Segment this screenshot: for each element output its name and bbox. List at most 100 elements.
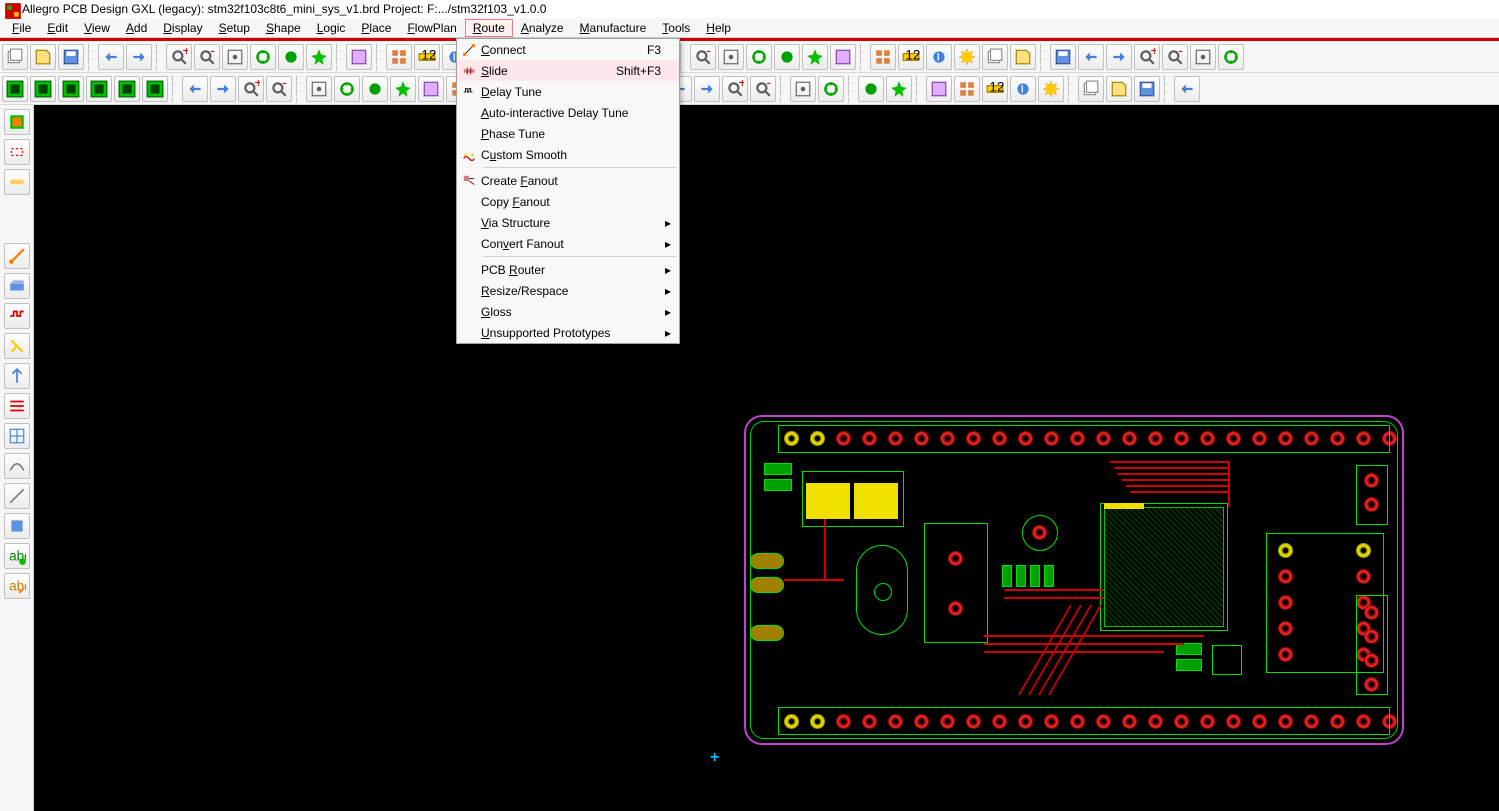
tb2-shape-2[interactable]: [58, 76, 84, 102]
left-tool-top-0[interactable]: [4, 109, 30, 135]
tb2-btn-4[interactable]: [306, 76, 332, 102]
tb1-btn-29[interactable]: 123: [898, 44, 924, 70]
left-tool-0[interactable]: [4, 243, 30, 269]
menu-item-gloss[interactable]: Gloss▸: [457, 301, 679, 322]
tb1-btn-22[interactable]: -: [690, 44, 716, 70]
tb1-btn-0[interactable]: [2, 44, 28, 70]
tb2-btn-1[interactable]: [210, 76, 236, 102]
tb1-btn-31[interactable]: [954, 44, 980, 70]
menu-edit[interactable]: Edit: [39, 19, 76, 37]
tb2-btn-20[interactable]: [790, 76, 816, 102]
menu-item-via-structure[interactable]: Via Structure▸: [457, 212, 679, 233]
tb2-btn-31[interactable]: [1134, 76, 1160, 102]
tb2-btn-28[interactable]: [1038, 76, 1064, 102]
menu-shape[interactable]: Shape: [258, 19, 309, 37]
left-tool-top-1[interactable]: [4, 139, 30, 165]
tb1-btn-24[interactable]: [746, 44, 772, 70]
tb1-btn-37[interactable]: +: [1134, 44, 1160, 70]
tb1-btn-32[interactable]: [982, 44, 1008, 70]
menu-flowplan[interactable]: FlowPlan: [399, 19, 464, 37]
left-tool-3[interactable]: [4, 333, 30, 359]
left-tool-10[interactable]: abc: [4, 543, 30, 569]
tb1-btn-36[interactable]: [1106, 44, 1132, 70]
left-tool-1[interactable]: [4, 273, 30, 299]
menu-item-convert-fanout[interactable]: Convert Fanout▸: [457, 233, 679, 254]
menu-item-delay-tune[interactable]: Delay Tune: [457, 81, 679, 102]
tb2-btn-7[interactable]: [390, 76, 416, 102]
menu-help[interactable]: Help: [698, 19, 739, 37]
left-tool-9[interactable]: [4, 513, 30, 539]
tb2-btn-3[interactable]: -: [266, 76, 292, 102]
menu-display[interactable]: Display: [155, 19, 210, 37]
left-tool-11[interactable]: abc: [4, 573, 30, 599]
tb1-btn-26[interactable]: [802, 44, 828, 70]
tb1-btn-12[interactable]: [386, 44, 412, 70]
tb2-btn-2[interactable]: +: [238, 76, 264, 102]
left-tool-8[interactable]: [4, 483, 30, 509]
tb2-btn-30[interactable]: [1106, 76, 1132, 102]
menu-item-pcb-router[interactable]: PCB Router▸: [457, 259, 679, 280]
tb1-btn-23[interactable]: [718, 44, 744, 70]
tb2-shape-3[interactable]: [86, 76, 112, 102]
tb2-btn-24[interactable]: [926, 76, 952, 102]
menu-item-resize-respace[interactable]: Resize/Respace▸: [457, 280, 679, 301]
tb1-btn-28[interactable]: [870, 44, 896, 70]
tb2-btn-0[interactable]: [182, 76, 208, 102]
menu-item-create-fanout[interactable]: Create Fanout: [457, 170, 679, 191]
menu-analyze[interactable]: Analyze: [513, 19, 572, 37]
tb2-btn-21[interactable]: [818, 76, 844, 102]
menu-file[interactable]: File: [4, 19, 39, 37]
tb1-btn-35[interactable]: [1078, 44, 1104, 70]
tb1-btn-25[interactable]: [774, 44, 800, 70]
menu-view[interactable]: View: [76, 19, 118, 37]
tb1-btn-34[interactable]: [1050, 44, 1076, 70]
tb1-btn-38[interactable]: -: [1162, 44, 1188, 70]
tb2-btn-22[interactable]: [858, 76, 884, 102]
tb1-btn-33[interactable]: [1010, 44, 1036, 70]
pcb-canvas[interactable]: +: [34, 105, 1499, 811]
tb2-btn-26[interactable]: 123: [982, 76, 1008, 102]
menu-logic[interactable]: Logic: [309, 19, 354, 37]
tb1-btn-2[interactable]: [58, 44, 84, 70]
tb2-btn-18[interactable]: +: [722, 76, 748, 102]
menu-route[interactable]: Route: [465, 19, 513, 37]
tb1-btn-11[interactable]: [346, 44, 372, 70]
tb2-btn-29[interactable]: [1078, 76, 1104, 102]
tb1-btn-4[interactable]: [126, 44, 152, 70]
menu-item-unsupported-prototypes[interactable]: Unsupported Prototypes▸: [457, 322, 679, 343]
tb2-btn-8[interactable]: [418, 76, 444, 102]
tb1-btn-10[interactable]: [306, 44, 332, 70]
tb1-btn-13[interactable]: 123: [414, 44, 440, 70]
left-tool-7[interactable]: [4, 453, 30, 479]
tb2-shape-5[interactable]: [142, 76, 168, 102]
tb2-btn-27[interactable]: i: [1010, 76, 1036, 102]
tb2-btn-19[interactable]: -: [750, 76, 776, 102]
left-tool-6[interactable]: [4, 423, 30, 449]
menu-tools[interactable]: Tools: [654, 19, 698, 37]
left-tool-2[interactable]: [4, 303, 30, 329]
tb2-btn-23[interactable]: [886, 76, 912, 102]
tb1-btn-39[interactable]: [1190, 44, 1216, 70]
left-tool-5[interactable]: [4, 393, 30, 419]
menu-item-connect[interactable]: ConnectF3: [457, 39, 679, 60]
left-tool-top-2[interactable]: [4, 169, 30, 195]
menu-setup[interactable]: Setup: [211, 19, 258, 37]
menu-manufacture[interactable]: Manufacture: [572, 19, 655, 37]
tb2-shape-1[interactable]: [30, 76, 56, 102]
tb1-btn-40[interactable]: [1218, 44, 1244, 70]
tb1-btn-6[interactable]: -: [194, 44, 220, 70]
tb2-shape-4[interactable]: [114, 76, 140, 102]
tb1-btn-3[interactable]: [98, 44, 124, 70]
menu-add[interactable]: Add: [118, 19, 155, 37]
tb1-btn-27[interactable]: [830, 44, 856, 70]
menu-item-slide[interactable]: SlideShift+F3: [457, 60, 679, 81]
menu-item-custom-smooth[interactable]: Custom Smooth: [457, 144, 679, 165]
left-tool-4[interactable]: [4, 363, 30, 389]
tb2-btn-5[interactable]: [334, 76, 360, 102]
menu-item-auto-interactive-delay-tune[interactable]: Auto-interactive Delay Tune: [457, 102, 679, 123]
tb1-btn-8[interactable]: [250, 44, 276, 70]
menu-place[interactable]: Place: [353, 19, 399, 37]
tb1-btn-9[interactable]: [278, 44, 304, 70]
tb2-btn-17[interactable]: [694, 76, 720, 102]
tb1-btn-7[interactable]: [222, 44, 248, 70]
